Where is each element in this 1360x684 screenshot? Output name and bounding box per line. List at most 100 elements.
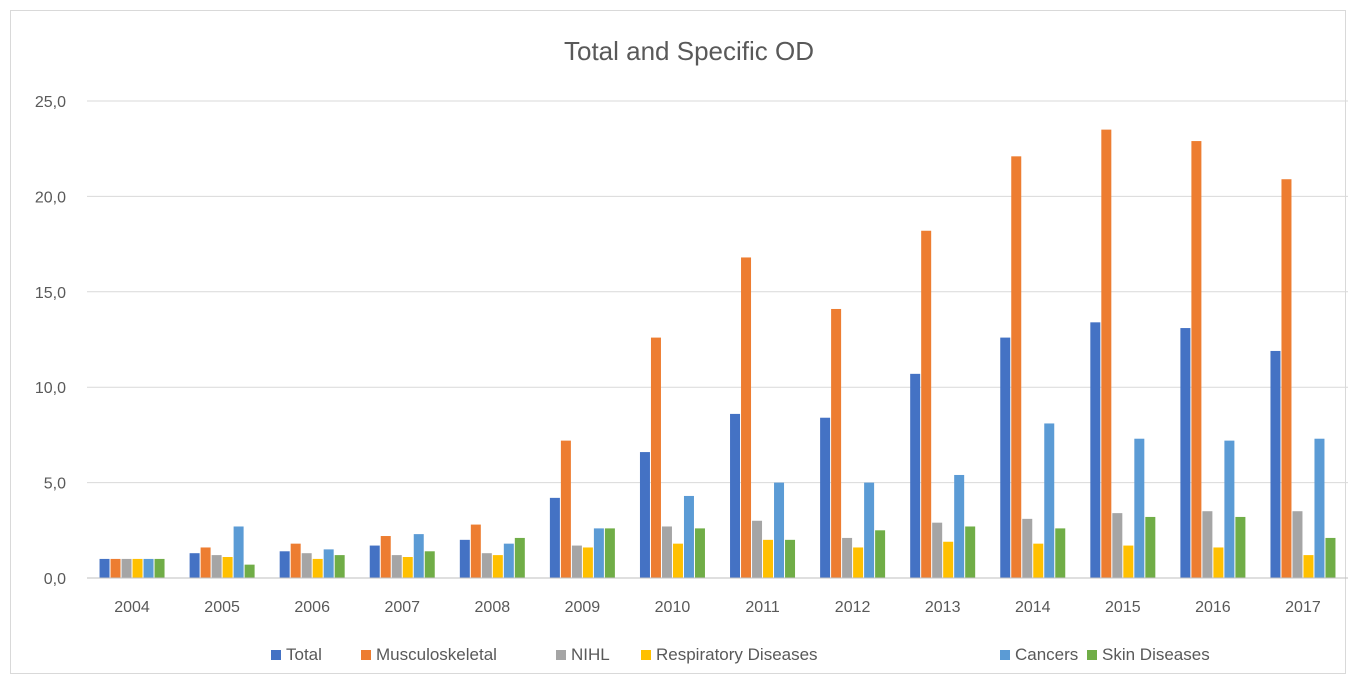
bar-total-2014 — [1000, 337, 1011, 578]
x-axis-ticks: 2004 2005 2006 2007 2008 2009 2010 2011 2012 2013… — [114, 599, 1321, 616]
bar-total-2006 — [279, 551, 290, 578]
bar-skin-diseases-2004 — [154, 558, 165, 578]
bar-musculoskeletal-2010 — [650, 337, 661, 578]
bar-musculoskeletal-2008 — [470, 524, 481, 578]
bar-total-2004 — [99, 558, 110, 578]
bar-musculoskeletal-2016 — [1191, 141, 1202, 578]
bar-skin-diseases-2009 — [604, 528, 615, 578]
bar-musculoskeletal-2011 — [741, 257, 752, 578]
bar-cancers-2006 — [323, 549, 334, 578]
bar-nihl-2016 — [1202, 511, 1213, 578]
bar-respiratory-diseases-2013 — [943, 541, 954, 578]
bar-respiratory-diseases-2007 — [402, 557, 413, 578]
bar-cancers-2012 — [864, 482, 875, 578]
x-tick-label: 2012 — [835, 599, 871, 616]
bar-respiratory-diseases-2010 — [672, 543, 683, 578]
y-tick-label: 15,0 — [35, 285, 66, 302]
legend-label: Respiratory Diseases — [656, 645, 818, 664]
bar-respiratory-diseases-2008 — [492, 555, 503, 578]
bar-nihl-2005 — [211, 555, 222, 578]
bar-total-2005 — [189, 553, 200, 578]
bar-total-2012 — [820, 417, 831, 578]
y-tick-label: 0,0 — [44, 571, 66, 588]
y-tick-label: 25,0 — [35, 94, 66, 111]
x-tick-label: 2008 — [475, 599, 511, 616]
bar-respiratory-diseases-2017 — [1303, 555, 1314, 578]
y-tick-label: 10,0 — [35, 380, 66, 397]
bar-total-2015 — [1090, 322, 1101, 578]
bar-cancers-2005 — [233, 526, 244, 578]
bar-musculoskeletal-2006 — [290, 543, 301, 578]
x-tick-label: 2017 — [1285, 599, 1321, 616]
x-tick-label: 2011 — [745, 599, 780, 616]
bar-nihl-2013 — [932, 522, 943, 578]
bar-musculoskeletal-2009 — [560, 440, 571, 578]
bar-nihl-2012 — [842, 537, 853, 578]
x-tick-label: 2006 — [294, 599, 330, 616]
bar-respiratory-diseases-2012 — [853, 547, 864, 578]
bar-skin-diseases-2012 — [875, 530, 886, 578]
bar-cancers-2008 — [503, 543, 514, 578]
bar-total-2013 — [910, 373, 921, 578]
bar-total-2008 — [459, 539, 470, 578]
bar-skin-diseases-2006 — [334, 555, 345, 578]
bar-musculoskeletal-2012 — [831, 308, 842, 578]
bar-cancers-2015 — [1134, 438, 1145, 578]
legend-label: NIHL — [571, 645, 610, 664]
legend-swatch — [556, 650, 566, 660]
bar-musculoskeletal-2015 — [1101, 129, 1112, 578]
bar-nihl-2008 — [481, 553, 492, 578]
bar-skin-diseases-2016 — [1235, 516, 1246, 578]
bar-cancers-2011 — [774, 482, 785, 578]
bar-musculoskeletal-2005 — [200, 547, 211, 578]
bar-skin-diseases-2013 — [965, 526, 976, 578]
bar-skin-diseases-2011 — [785, 539, 796, 578]
bar-respiratory-diseases-2009 — [582, 547, 593, 578]
bar-skin-diseases-2015 — [1145, 516, 1156, 578]
legend-swatch — [641, 650, 651, 660]
x-tick-label: 2013 — [925, 599, 961, 616]
bar-musculoskeletal-2013 — [921, 230, 932, 578]
y-tick-label: 5,0 — [44, 476, 66, 493]
bar-nihl-2004 — [121, 558, 132, 578]
bar-total-2011 — [730, 413, 741, 578]
chart-title: Total and Specific OD — [564, 36, 814, 66]
bar-nihl-2014 — [1022, 518, 1033, 578]
legend-label: Total — [286, 645, 322, 664]
legend-label: Musculoskeletal — [376, 645, 497, 664]
bar-respiratory-diseases-2006 — [312, 558, 323, 578]
bar-nihl-2006 — [301, 553, 312, 578]
legend-swatch — [1000, 650, 1010, 660]
bar-nihl-2009 — [571, 545, 582, 578]
bar-respiratory-diseases-2015 — [1123, 545, 1134, 578]
x-tick-label: 2009 — [565, 599, 601, 616]
bar-nihl-2010 — [661, 526, 672, 578]
x-tick-label: 2016 — [1195, 599, 1231, 616]
bar-nihl-2007 — [391, 555, 402, 578]
bar-cancers-2013 — [954, 474, 965, 578]
legend-swatch — [1087, 650, 1097, 660]
y-axis-ticks: 0,0 5,0 10,0 15,0 20,0 25,0 — [35, 94, 66, 588]
bar-skin-diseases-2007 — [424, 551, 435, 578]
bars — [99, 129, 1336, 578]
bar-respiratory-diseases-2011 — [763, 539, 774, 578]
x-tick-label: 2007 — [384, 599, 420, 616]
bar-respiratory-diseases-2005 — [222, 557, 233, 578]
bar-respiratory-diseases-2014 — [1033, 543, 1044, 578]
bar-total-2017 — [1270, 350, 1281, 578]
bar-nihl-2017 — [1292, 511, 1303, 578]
bar-cancers-2017 — [1314, 438, 1325, 578]
x-tick-label: 2005 — [204, 599, 240, 616]
x-tick-label: 2004 — [114, 599, 150, 616]
bar-musculoskeletal-2014 — [1011, 156, 1022, 578]
bar-nihl-2015 — [1112, 513, 1123, 578]
bar-total-2007 — [369, 545, 380, 578]
bar-respiratory-diseases-2004 — [132, 558, 143, 578]
legend-swatch — [361, 650, 371, 660]
bar-total-2016 — [1180, 328, 1191, 578]
legend-label: Cancers — [1015, 645, 1078, 664]
bar-skin-diseases-2005 — [244, 564, 255, 578]
bar-cancers-2016 — [1224, 440, 1235, 578]
bar-skin-diseases-2014 — [1055, 528, 1066, 578]
